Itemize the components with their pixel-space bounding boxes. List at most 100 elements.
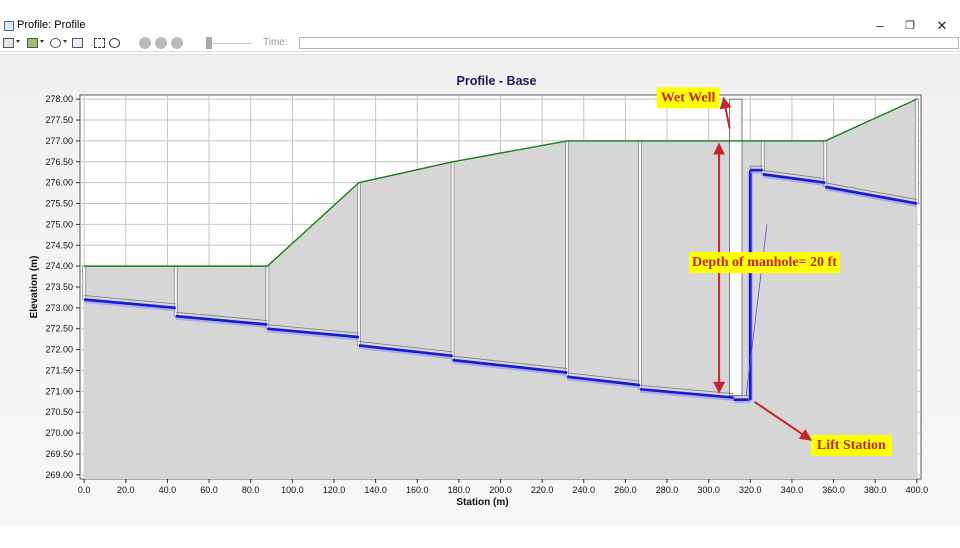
print-icon[interactable] [27, 38, 38, 48]
close-icon[interactable]: ✕ [936, 18, 948, 33]
x-tick-label: 140.0 [364, 485, 387, 495]
rewind-icon[interactable] [139, 37, 151, 49]
y-tick-label: 269.00 [45, 470, 73, 480]
x-tick-label: 40.0 [159, 485, 177, 495]
layers-icon[interactable] [3, 38, 14, 48]
wet-well-callout: Wet Well [656, 87, 720, 109]
y-axis: 269.00 269.50 270.00 270.50 271.00 271.50 272.… [45, 94, 80, 480]
time-slider-thumb[interactable] [206, 37, 212, 49]
pipe-crown [358, 341, 453, 353]
x-tick-label: 200.0 [489, 485, 512, 495]
depth-callout-text: Depth of manhole= 20 ft [692, 255, 837, 270]
depth-callout: Depth of manhole= 20 ft [689, 252, 841, 274]
lift-station-callout: Lift Station [810, 434, 892, 456]
y-tick-label: 274.00 [45, 261, 73, 271]
minimize-icon[interactable]: – [876, 18, 884, 33]
pipe-crown [84, 295, 176, 305]
x-tick-label: 220.0 [531, 485, 554, 495]
y-tick-label: 274.50 [45, 240, 73, 250]
wet-well-arrow [719, 96, 732, 129]
x-tick-label: 400.0 [906, 485, 929, 495]
profile-chart: 0.0 20.0 40.0 60.0 80.0 100.0 120.0 140.0 160.0 1… [29, 74, 928, 508]
play-icon[interactable] [171, 37, 183, 49]
lift-station-arrow [753, 400, 812, 441]
pipe-crown [452, 355, 568, 369]
lift-station-callout-text: Lift Station [817, 438, 886, 453]
x-tick-label: 320.0 [739, 485, 762, 495]
x-tick-label: 60.0 [200, 485, 218, 495]
pipe-segment [825, 185, 918, 205]
y-tick-label: 272.50 [45, 324, 73, 334]
y-tick-label: 276.00 [45, 178, 73, 188]
restore-icon[interactable]: ❐ [905, 20, 915, 32]
pause-icon[interactable] [155, 37, 167, 49]
pipe-crown [825, 182, 917, 200]
time-label: Time: [263, 37, 288, 48]
chevron-down-icon[interactable] [16, 40, 20, 43]
depth-callout-bg [689, 252, 841, 274]
x-tick-label: 0.0 [78, 485, 91, 495]
x-tick-label: 100.0 [281, 485, 304, 495]
x-tick-label: 240.0 [573, 485, 596, 495]
ground-fill [84, 99, 917, 479]
pipe-crown [567, 372, 641, 382]
time-slider-track[interactable] [212, 43, 252, 44]
manhole [638, 140, 642, 390]
chart-panel: 0.0 20.0 40.0 60.0 80.0 100.0 120.0 140.0 160.0 1… [0, 54, 960, 525]
pipe-crown [267, 324, 359, 334]
window-title: Profile: Profile [17, 19, 86, 31]
y-tick-label: 271.00 [45, 386, 73, 396]
x-axis-label: Station (m) [456, 497, 508, 508]
manhole [450, 161, 455, 361]
pipe-segment [452, 358, 568, 374]
y-tick-label: 271.50 [45, 365, 73, 375]
manhole [565, 140, 570, 378]
y-tick-label: 270.50 [45, 407, 73, 417]
manhole [357, 182, 361, 346]
x-tick-label: 260.0 [614, 485, 637, 495]
x-axis: 0.0 20.0 40.0 60.0 80.0 100.0 120.0 140.0 160.0 1… [78, 479, 928, 495]
y-axis-label: Elevation (m) [29, 256, 40, 319]
chevron-down-icon[interactable] [63, 40, 67, 43]
pipe-segment [639, 387, 734, 399]
wet-well [728, 98, 743, 397]
x-tick-label: 160.0 [406, 485, 429, 495]
ground-line [84, 98, 918, 267]
pipe-segment [358, 344, 453, 358]
x-tick-label: 80.0 [242, 485, 260, 495]
x-tick-label: 20.0 [117, 485, 135, 495]
chart-title: Profile - Base [457, 74, 537, 88]
window-titlebar: Profile: Profile – ❐ ✕ [0, 16, 960, 36]
manhole [82, 265, 87, 300]
pipe-segment [84, 298, 176, 310]
manhole [823, 140, 828, 188]
y-tick-label: 272.00 [45, 345, 73, 355]
pipe-crown [762, 169, 826, 180]
wet-well-callout-bg [656, 87, 720, 109]
copy-icon[interactable] [72, 38, 83, 48]
x-tick-label: 360.0 [822, 485, 845, 495]
y-tick-label: 275.00 [45, 219, 73, 229]
pipe-crown [175, 311, 268, 321]
time-input[interactable] [299, 37, 959, 49]
x-tick-label: 120.0 [323, 485, 346, 495]
y-tick-label: 273.50 [45, 282, 73, 292]
x-tick-label: 380.0 [864, 485, 887, 495]
zoom-in-icon[interactable] [109, 38, 120, 48]
manhole [265, 265, 270, 330]
zoom-icon[interactable] [50, 38, 61, 48]
y-tick-label: 276.50 [45, 157, 73, 167]
y-tick-label: 273.00 [45, 303, 73, 313]
app-icon [4, 21, 14, 31]
pipe-segment [175, 314, 268, 326]
pipe-segment [566, 375, 641, 387]
pipe-segment [762, 173, 826, 184]
toolbar: Time: [0, 36, 960, 52]
zoom-extents-icon[interactable] [94, 38, 105, 48]
x-tick-label: 340.0 [781, 485, 804, 495]
x-tick-label: 280.0 [656, 485, 679, 495]
x-tick-label: 300.0 [697, 485, 720, 495]
x-tick-label: 180.0 [448, 485, 471, 495]
lift-station-callout-bg [810, 434, 892, 456]
chevron-down-icon[interactable] [40, 40, 44, 43]
